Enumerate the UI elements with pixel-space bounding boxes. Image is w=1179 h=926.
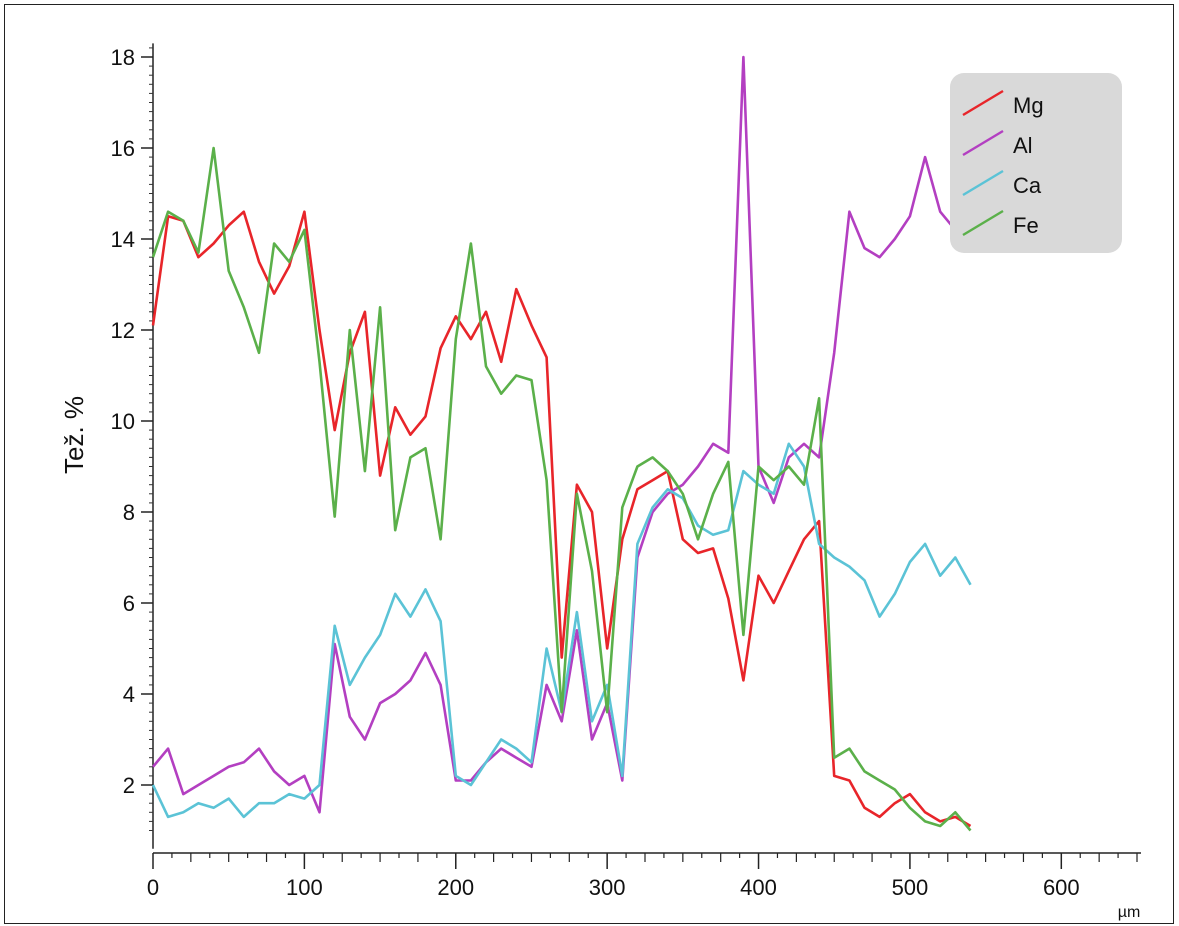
legend-label-mg: Mg <box>1013 93 1044 118</box>
y-tick-label: 4 <box>123 682 135 707</box>
axes: 2 4 6 8 10 12 14 16 18 0 100 200 300 400 500 600 <box>111 43 1141 900</box>
chart-frame: 2 4 6 8 10 12 14 16 18 0 100 200 300 400 500 600 Mg Al Ca… <box>4 4 1174 924</box>
line-chart: 2 4 6 8 10 12 14 16 18 0 100 200 300 400 500 600 Mg Al Ca… <box>59 43 1141 921</box>
y-tick-label: 2 <box>123 773 135 798</box>
x-tick-label: 300 <box>589 875 626 900</box>
plot-area <box>151 55 972 832</box>
legend-label-fe: Fe <box>1013 213 1039 238</box>
legend: Mg Al Ca Fe <box>950 73 1122 253</box>
series-line-ca <box>151 442 972 819</box>
y-tick-label: 18 <box>111 45 135 70</box>
x-tick-label: 200 <box>437 875 474 900</box>
x-tick-label: 600 <box>1043 875 1080 900</box>
x-axis-label: µm <box>1118 904 1141 921</box>
legend-label-al: Al <box>1013 133 1033 158</box>
y-tick-label: 8 <box>123 500 135 525</box>
legend-label-ca: Ca <box>1013 173 1042 198</box>
series-line-mg <box>151 210 972 828</box>
legend-swatch-fe <box>962 209 1004 237</box>
y-tick-label: 6 <box>123 591 135 616</box>
series-line-al <box>151 55 972 814</box>
legend-swatch-mg <box>962 89 1004 117</box>
x-tick-label: 500 <box>892 875 929 900</box>
x-tick-label: 0 <box>147 875 159 900</box>
y-tick-label: 14 <box>111 227 135 252</box>
legend-swatch-al <box>962 129 1004 157</box>
y-tick-label: 12 <box>111 318 135 343</box>
series-line-fe <box>151 146 972 832</box>
x-tick-label: 100 <box>286 875 323 900</box>
y-tick-label: 10 <box>111 409 135 434</box>
y-tick-label: 16 <box>111 136 135 161</box>
x-tick-label: 400 <box>740 875 777 900</box>
y-axis-label: Tež. % <box>59 396 89 474</box>
legend-box <box>950 73 1122 253</box>
legend-swatch-ca <box>962 169 1004 197</box>
